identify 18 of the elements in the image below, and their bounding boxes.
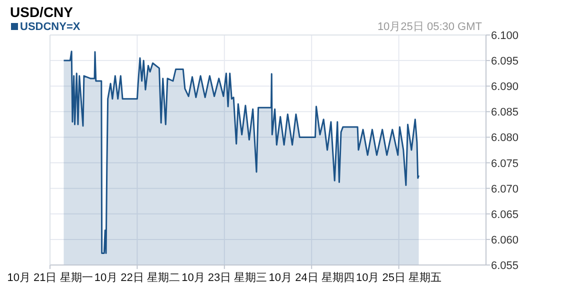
y-tick-label: 6.065 [491,208,519,221]
x-tick-label: 10月 21日 星期一 [7,272,93,284]
y-tick-label: 6.095 [491,56,519,68]
x-tick-label: 10月 24日 星期四 [268,272,354,284]
y-tick-label: 6.075 [491,158,519,170]
y-tick-label: 6.080 [491,132,519,144]
x-tick-label: 10月 25日 星期五 [356,272,442,284]
legend-label: USDCNY=X [20,21,81,33]
y-tick-label: 6.090 [491,81,519,94]
text: 10月25日 05:30 GMT [377,21,482,33]
x-tick-label: 10月 23日 星期三 [182,272,268,284]
chart-title: USD/CNY [10,4,74,20]
y-tick-label: 6.085 [491,106,519,119]
x-tick-label: 10月 22日 星期二 [94,272,180,284]
y-tick-label: 6.055 [491,260,519,272]
y-tick-label: 6.060 [491,234,519,246]
y-tick-label: 6.100 [491,30,519,42]
y-tick-label: 6.070 [491,183,519,196]
